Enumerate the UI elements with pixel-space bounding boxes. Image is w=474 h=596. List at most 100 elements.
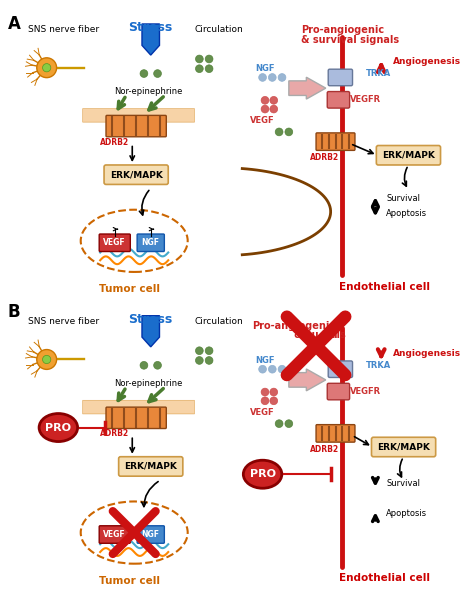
Ellipse shape xyxy=(39,414,78,442)
Text: VEGF: VEGF xyxy=(250,116,275,125)
Text: Angiogenesis: Angiogenesis xyxy=(393,57,461,66)
Text: Survival: Survival xyxy=(386,194,420,203)
FancyArrow shape xyxy=(289,369,326,391)
Circle shape xyxy=(261,388,269,396)
FancyBboxPatch shape xyxy=(316,424,355,442)
FancyBboxPatch shape xyxy=(316,133,355,150)
Text: VEGF: VEGF xyxy=(250,408,275,417)
FancyBboxPatch shape xyxy=(82,108,194,122)
Text: Endothelial cell: Endothelial cell xyxy=(338,573,429,583)
Text: SNS nerve fiber: SNS nerve fiber xyxy=(27,316,99,325)
Circle shape xyxy=(278,73,286,81)
Text: Stress: Stress xyxy=(128,313,173,326)
Circle shape xyxy=(285,128,293,136)
Text: ERK/MAPK: ERK/MAPK xyxy=(377,442,430,452)
Circle shape xyxy=(285,420,293,427)
Text: & survival signals: & survival signals xyxy=(301,35,400,45)
Circle shape xyxy=(140,361,148,369)
Text: A: A xyxy=(8,15,21,33)
Text: Pro-angiogenic: Pro-angiogenic xyxy=(252,321,335,331)
Circle shape xyxy=(278,365,286,373)
Circle shape xyxy=(261,105,269,113)
FancyBboxPatch shape xyxy=(137,234,164,252)
Circle shape xyxy=(37,350,56,370)
FancyBboxPatch shape xyxy=(106,116,166,136)
Text: NGF: NGF xyxy=(255,356,274,365)
FancyBboxPatch shape xyxy=(376,145,440,165)
Text: B: B xyxy=(8,303,20,321)
FancyBboxPatch shape xyxy=(137,526,164,544)
Text: TRKA: TRKA xyxy=(365,69,391,78)
Circle shape xyxy=(275,128,283,136)
Circle shape xyxy=(268,365,276,373)
Text: Circulation: Circulation xyxy=(194,25,243,34)
FancyBboxPatch shape xyxy=(372,437,436,457)
Circle shape xyxy=(205,347,213,355)
Text: Tumor cell: Tumor cell xyxy=(99,576,160,586)
Text: als: als xyxy=(331,330,346,340)
FancyBboxPatch shape xyxy=(327,383,350,400)
Text: VEGF: VEGF xyxy=(103,238,126,247)
Text: Pro-angiogenic: Pro-angiogenic xyxy=(301,25,384,35)
Circle shape xyxy=(140,70,148,77)
Circle shape xyxy=(270,105,278,113)
Circle shape xyxy=(43,64,51,72)
Text: NGF: NGF xyxy=(142,238,160,247)
Text: ADRB2: ADRB2 xyxy=(100,430,129,439)
Text: PRO: PRO xyxy=(250,469,275,479)
Ellipse shape xyxy=(81,210,188,272)
Text: ERK/MAPK: ERK/MAPK xyxy=(382,151,435,160)
Text: ADRB2: ADRB2 xyxy=(310,153,339,162)
Text: VEGF: VEGF xyxy=(103,530,126,539)
Circle shape xyxy=(195,347,203,355)
Text: ERK/MAPK: ERK/MAPK xyxy=(124,462,177,471)
Circle shape xyxy=(275,420,283,427)
Circle shape xyxy=(261,97,269,104)
Text: Apoptosis: Apoptosis xyxy=(386,209,427,218)
FancyBboxPatch shape xyxy=(118,457,183,476)
Text: VEGFR: VEGFR xyxy=(350,387,381,396)
Text: Angiogenesis: Angiogenesis xyxy=(393,349,461,358)
FancyBboxPatch shape xyxy=(99,526,130,544)
Text: SNS nerve fiber: SNS nerve fiber xyxy=(27,25,99,34)
Text: PRO: PRO xyxy=(46,423,72,433)
Text: Stress: Stress xyxy=(128,21,173,34)
Text: Nor-epinephrine: Nor-epinephrine xyxy=(115,87,183,96)
Text: NGF: NGF xyxy=(255,64,274,73)
Text: NGF: NGF xyxy=(142,530,160,539)
Text: & su: & su xyxy=(294,330,319,340)
Circle shape xyxy=(205,55,213,63)
FancyBboxPatch shape xyxy=(327,92,350,108)
Circle shape xyxy=(37,58,56,77)
Text: Apoptosis: Apoptosis xyxy=(386,508,427,518)
Text: VEGFR: VEGFR xyxy=(350,95,381,104)
FancyArrow shape xyxy=(289,77,326,99)
Circle shape xyxy=(261,397,269,405)
FancyBboxPatch shape xyxy=(328,69,353,86)
Text: Nor-epinephrine: Nor-epinephrine xyxy=(115,379,183,388)
FancyBboxPatch shape xyxy=(328,361,353,377)
Circle shape xyxy=(259,73,266,81)
Text: ERK/MAPK: ERK/MAPK xyxy=(109,170,163,179)
Text: Endothelial cell: Endothelial cell xyxy=(338,282,429,291)
Text: Tumor cell: Tumor cell xyxy=(99,284,160,294)
Text: ADRB2: ADRB2 xyxy=(100,138,129,147)
Circle shape xyxy=(270,388,278,396)
Circle shape xyxy=(154,70,162,77)
Circle shape xyxy=(195,356,203,364)
Text: Survival: Survival xyxy=(386,479,420,489)
Text: Circulation: Circulation xyxy=(194,316,243,325)
Circle shape xyxy=(259,365,266,373)
Circle shape xyxy=(268,73,276,81)
Circle shape xyxy=(43,355,51,364)
FancyArrow shape xyxy=(142,316,159,347)
Ellipse shape xyxy=(81,501,188,564)
Circle shape xyxy=(270,97,278,104)
Text: TRKA: TRKA xyxy=(365,361,391,370)
Circle shape xyxy=(195,55,203,63)
Circle shape xyxy=(205,65,213,73)
FancyBboxPatch shape xyxy=(106,407,166,429)
FancyBboxPatch shape xyxy=(82,401,194,414)
Circle shape xyxy=(205,356,213,364)
FancyBboxPatch shape xyxy=(99,234,130,252)
